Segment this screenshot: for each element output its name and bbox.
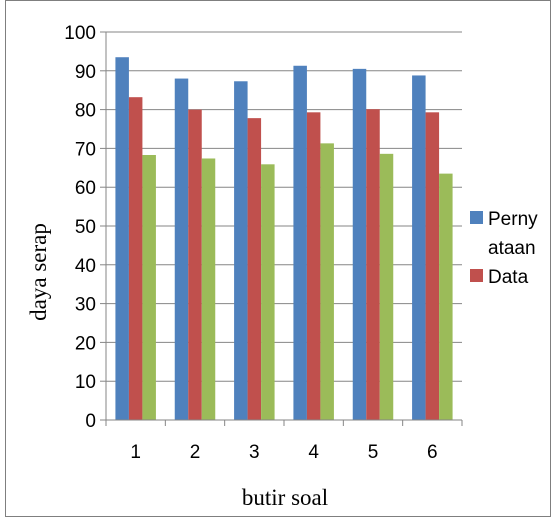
bar — [247, 118, 262, 421]
legend-swatch — [470, 211, 483, 224]
y-tick-label: 0 — [85, 411, 96, 432]
y-tick-label: 50 — [75, 217, 96, 238]
bar — [425, 112, 440, 420]
legend-label: Data — [488, 267, 529, 288]
y-tick-label: 60 — [75, 178, 96, 199]
y-tick-label: 70 — [75, 139, 96, 160]
bar — [115, 57, 129, 420]
bar — [366, 109, 380, 420]
y-axis-title: daya serap — [26, 223, 51, 321]
y-tick-label: 10 — [75, 372, 96, 393]
chart-frame — [5, 0, 551, 517]
bars — [115, 57, 453, 421]
legend: Perny ataan Data — [470, 209, 538, 288]
bar — [320, 143, 334, 420]
bar — [234, 81, 248, 420]
axes — [100, 31, 463, 426]
bar — [188, 109, 202, 420]
bar — [261, 164, 275, 420]
bar — [174, 78, 189, 420]
x-tick-label: 3 — [249, 442, 260, 463]
bar — [142, 154, 156, 420]
gridlines — [106, 31, 462, 382]
x-tick-label: 4 — [308, 442, 319, 463]
y-tick-label: 100 — [64, 23, 96, 44]
x-tick-label: 1 — [130, 442, 141, 463]
tick-labels: 0 10 20 30 40 50 60 70 80 90 100 1 2 3 4 5 6 — [64, 23, 437, 463]
x-tick-label: 6 — [427, 442, 438, 463]
x-axis-title: butir soal — [242, 485, 328, 510]
bar — [352, 68, 367, 421]
y-tick-label: 20 — [75, 333, 96, 354]
bar — [439, 173, 453, 420]
legend-label: Perny — [488, 209, 538, 230]
bar — [306, 112, 321, 420]
x-tick-label: 2 — [190, 442, 201, 463]
bar — [412, 75, 426, 421]
legend-swatch — [470, 269, 483, 282]
y-tick-label: 30 — [75, 295, 96, 316]
x-tick-label: 5 — [368, 442, 379, 463]
bar — [201, 158, 216, 420]
y-tick-label: 80 — [75, 101, 96, 122]
bar — [293, 65, 307, 421]
bar — [128, 97, 143, 421]
bar — [379, 153, 394, 420]
y-tick-label: 90 — [75, 62, 96, 83]
y-tick-label: 40 — [75, 256, 96, 277]
legend-label: ataan — [488, 238, 536, 259]
